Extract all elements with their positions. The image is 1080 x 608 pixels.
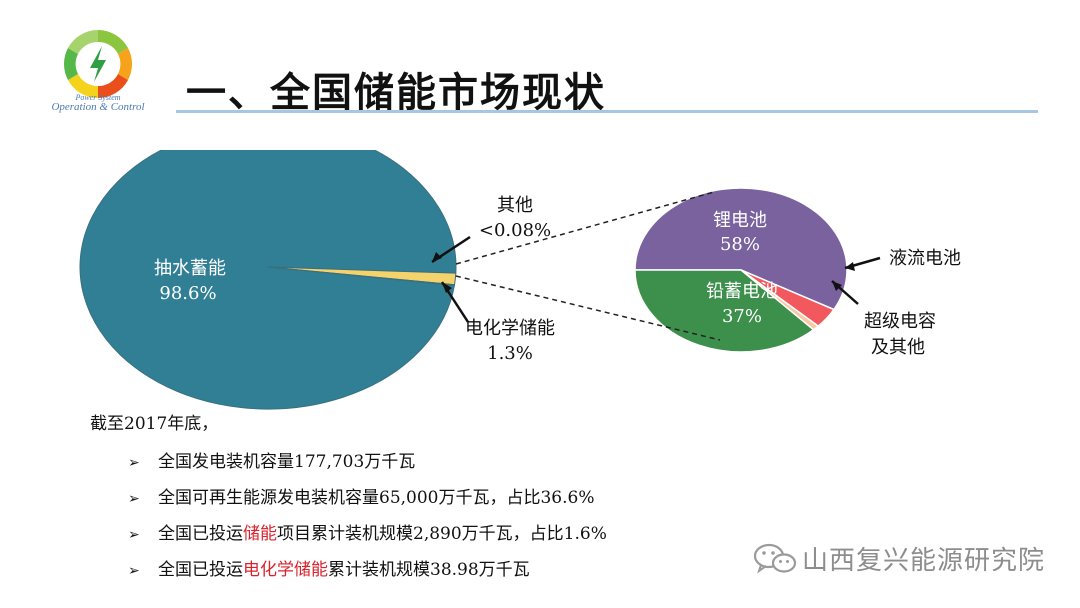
bullet-text: 全国发电装机容量177,703万千瓦 [158,452,416,472]
bullet-item: ➢ 全国已投运储能项目累计装机规模2,890万千瓦，占比1.6% [128,519,607,555]
label-pumped-pct: 98.6% [159,283,216,304]
bullet-text-post: 累计装机规模38.98万千瓦 [328,560,530,580]
label-other-name: 其他 [497,195,533,216]
bullet-item: ➢ 全国可再生能源发电装机容量65,000万千瓦，占比36.6% [128,483,607,519]
label-electro-pct: 1.3% [487,343,533,364]
bullet-item: ➢ 全国发电装机容量177,703万千瓦 [128,447,607,483]
connector-line-bottom [455,275,721,341]
bullet-arrow-icon: ➢ [128,527,140,543]
callout-other-arrow [431,235,471,264]
bullet-text-pre: 全国已投运 [158,524,243,544]
callout-electro-arrow [440,281,470,323]
label-pumped-name: 抽水蓄能 [154,258,226,279]
pie1-slice-3 [267,266,456,286]
pie-chart-figure: 抽水蓄能 98.6% 其他 <0.08% 电化学储能 1.3% 锂电池 58% … [79,150,961,410]
title-divider [176,110,1038,113]
callout-supercap-arrow [831,280,859,305]
watermark: 山西复兴能源研究院 [752,540,1045,576]
intro-text: 截至2017年底， [90,414,219,434]
bullet-list: ➢ 全国发电装机容量177,703万千瓦 ➢ 全国可再生能源发电装机容量65,000… [128,447,607,591]
chart-marks [79,150,848,410]
label-flow-name: 液流电池 [889,248,961,269]
logo-mark-icon [64,30,132,98]
logo [64,30,132,98]
label-electro-name: 电化学储能 [465,318,555,339]
pie2-slice-4 [634,269,815,353]
bullet-arrow-icon: ➢ [128,563,140,579]
label-lead-name: 铅蓄电池 [706,281,778,302]
label-lead-pct: 37% [722,306,762,327]
bullet-arrow-icon: ➢ [128,491,140,507]
pie1-slice-1 [79,150,457,410]
logo-caption-line1: Power System [75,93,121,102]
logo-caption-line2: Operation & Control [51,101,145,114]
label-supercap-line1: 超级电容 [864,311,936,332]
bullet-text-highlight: 储能 [243,524,277,544]
label-other-pct: <0.08% [479,220,551,241]
bullet-item: ➢ 全国已投运电化学储能累计装机规模38.98万千瓦 [128,555,607,591]
pie2-slice-1 [634,187,848,311]
bullet-arrow-icon: ➢ [128,455,140,471]
label-supercap-line2: 及其他 [871,337,925,358]
label-lithium-name: 锂电池 [713,210,767,231]
bullet-text-pre: 全国已投运 [158,560,243,580]
bullet-text: 全国可再生能源发电装机容量65,000万千瓦，占比36.6% [158,488,595,508]
watermark-text: 山西复兴能源研究院 [802,545,1046,576]
label-lithium-pct: 58% [720,234,760,255]
logo-caption: Power System Operation & Control [28,93,168,114]
bullet-text-post: 项目累计装机规模2,890万千瓦，占比1.6% [277,524,607,544]
bullet-text-highlight: 电化学储能 [243,560,328,580]
page-title: 一、全国储能市场现状 [186,70,606,116]
wechat-icon [753,543,797,574]
callout-flow-arrow [844,256,881,271]
